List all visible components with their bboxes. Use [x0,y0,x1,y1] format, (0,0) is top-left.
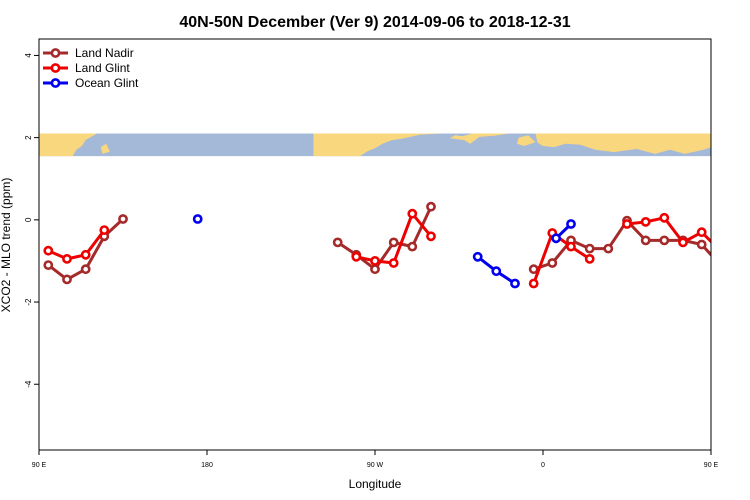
x-tick-label: 180 [201,462,213,469]
legend-label: Ocean Glint [75,76,139,90]
legend-marker [50,48,61,58]
land-nadir-point [118,214,128,224]
x-axis-label: Longitude [349,477,402,491]
land-glint-point [640,216,651,227]
land-area [39,133,97,157]
land-nadir-point [717,262,724,269]
land-nadir-point [696,239,707,250]
y-tick-label: 2 [24,135,33,140]
land-glint-point [43,245,54,256]
series-ocean-glint [192,214,576,289]
legend-label: Land Nadir [75,46,134,60]
y-axis-label: XCO2 - MLO trend (ppm) [0,178,13,313]
legend-item-ocean-glint: Ocean Glint [43,76,139,90]
ocean-glint-point [192,214,203,224]
land-glint-line [532,231,591,285]
legend-item-land-nadir: Land Nadir [43,46,134,60]
land-glint-point [80,249,91,260]
legend-marker [50,78,61,88]
land-glint-point [584,253,595,264]
x-tick-label: 0 [541,462,545,469]
land-nadir-point [80,264,91,275]
land-area [516,135,536,146]
x-tick-label: 90 E [32,462,47,469]
land-glint-point [528,278,539,289]
ocean-glint-point [566,219,576,229]
land-nadir-point [407,241,418,252]
land-area [604,139,613,144]
land-area [100,143,110,154]
land-glint-point [407,208,418,219]
y-tick-label: 4 [24,53,33,58]
world-map-band [39,133,711,157]
land-glint-point [717,247,724,254]
land-glint-point [351,251,362,262]
land-area [535,133,711,154]
land-glint-point [622,219,632,229]
land-glint-point [566,241,576,252]
land-nadir-point [659,235,670,246]
land-nadir-point [332,237,343,248]
ocean-glint-point [510,278,520,289]
x-tick-label: 90 E [704,462,719,469]
x-axis-ticks: 90 E 180 90 W 0 90 E [32,450,719,469]
ocean-glint-point [491,266,502,277]
land-glint-point [735,255,742,262]
legend-marker [50,63,61,73]
y-axis-ticks: 4 2 0 -2 -4 [24,53,39,388]
legend-label: Land Glint [75,61,130,75]
y-tick-label: -2 [24,298,33,306]
land-nadir-point [388,237,399,248]
land-nadir-point [528,264,539,275]
land-glint-line [47,229,106,261]
land-glint-point [62,253,72,264]
land-nadir-point [584,243,595,254]
land-glint-point [388,258,399,268]
land-nadir-point [370,264,380,275]
land-glint-point [99,225,110,235]
land-nadir-point [640,235,651,246]
x-tick-label: 90 W [367,462,384,469]
legend-item-land-glint: Land Glint [43,61,130,75]
ocean-glint-point [472,251,483,262]
y-tick-label: -4 [24,380,33,388]
land-nadir-point [603,243,614,254]
y-tick-label: 0 [24,217,33,222]
land-glint-point [678,237,688,248]
land-area [449,133,510,144]
land-nadir-point [62,274,72,285]
series-group [43,201,742,289]
land-glint-point [659,212,670,223]
land-nadir-point [43,260,54,270]
land-nadir-point [426,201,436,212]
land-glint-point [426,231,436,242]
plot-frame [38,38,712,451]
chart-title: 40N-50N December (Ver 9) 2014-09-06 to 2… [179,14,570,31]
land-nadir-line [336,206,433,271]
series-land-glint [43,208,742,289]
land-glint-point [696,227,707,238]
land-area [313,133,441,157]
series-land-nadir [43,201,742,285]
land-nadir-point [735,276,742,283]
ocean-glint-point [551,233,561,244]
land-nadir-point [547,258,558,268]
land-glint-point [370,255,380,266]
